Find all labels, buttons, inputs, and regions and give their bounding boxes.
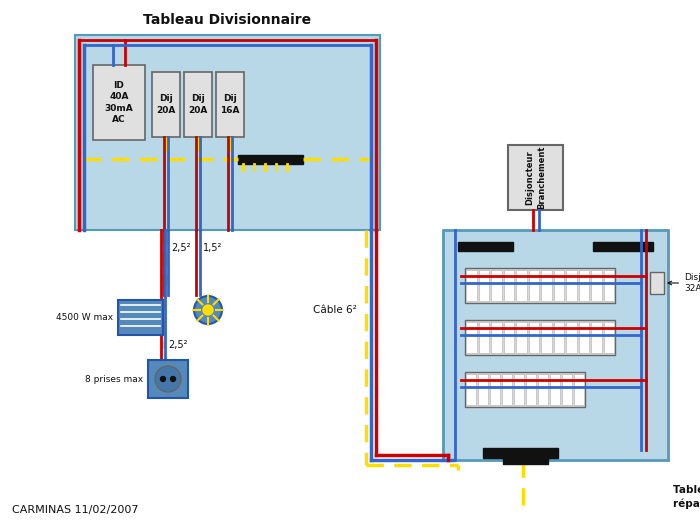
Bar bbox=[591, 270, 601, 301]
Text: CARMINAS 11/02/2007: CARMINAS 11/02/2007 bbox=[12, 505, 139, 515]
Bar bbox=[479, 322, 489, 353]
Bar bbox=[514, 374, 524, 405]
Circle shape bbox=[203, 305, 213, 315]
Bar bbox=[566, 270, 577, 301]
Bar bbox=[118, 300, 163, 335]
Circle shape bbox=[160, 376, 165, 382]
Bar bbox=[593, 242, 653, 251]
Bar bbox=[508, 145, 563, 210]
Bar bbox=[148, 360, 188, 398]
Bar bbox=[466, 270, 477, 301]
Bar bbox=[526, 374, 536, 405]
Bar bbox=[465, 372, 585, 407]
Bar bbox=[541, 322, 552, 353]
Bar bbox=[503, 455, 548, 464]
Text: 2,5²: 2,5² bbox=[168, 340, 188, 350]
Bar bbox=[516, 270, 526, 301]
Text: Câble 6²: Câble 6² bbox=[313, 305, 357, 315]
Bar bbox=[550, 374, 560, 405]
Text: Dij
20A: Dij 20A bbox=[156, 94, 176, 114]
Bar bbox=[650, 272, 664, 294]
Text: Dij
16A: Dij 16A bbox=[220, 94, 239, 114]
Text: 2,5²: 2,5² bbox=[171, 243, 190, 253]
Text: 4500 W max: 4500 W max bbox=[56, 313, 113, 322]
Text: Tableau Divisionnaire: Tableau Divisionnaire bbox=[144, 13, 312, 27]
Bar bbox=[538, 374, 548, 405]
Bar bbox=[478, 374, 488, 405]
Circle shape bbox=[171, 376, 176, 382]
Bar bbox=[574, 374, 584, 405]
Text: Tableau de
répartition principal: Tableau de répartition principal bbox=[673, 485, 700, 509]
Bar bbox=[75, 35, 380, 230]
Bar bbox=[603, 322, 614, 353]
Bar bbox=[466, 374, 476, 405]
Bar bbox=[591, 322, 601, 353]
Circle shape bbox=[194, 296, 222, 324]
Bar bbox=[479, 270, 489, 301]
Circle shape bbox=[155, 366, 181, 392]
Bar bbox=[483, 448, 558, 458]
Bar bbox=[238, 155, 303, 164]
Bar bbox=[503, 322, 514, 353]
Text: ID
40A
30mA
AC: ID 40A 30mA AC bbox=[104, 81, 134, 124]
Bar bbox=[528, 322, 539, 353]
Bar bbox=[528, 270, 539, 301]
Bar bbox=[458, 242, 513, 251]
Bar bbox=[466, 322, 477, 353]
Bar bbox=[490, 374, 500, 405]
Bar bbox=[93, 65, 145, 140]
Text: 1,5²: 1,5² bbox=[203, 243, 223, 253]
Bar bbox=[491, 270, 501, 301]
Bar bbox=[578, 322, 589, 353]
Bar bbox=[503, 270, 514, 301]
Bar bbox=[184, 72, 212, 137]
Text: Disjoncteur
32A: Disjoncteur 32A bbox=[668, 274, 700, 293]
Bar bbox=[152, 72, 180, 137]
Bar bbox=[541, 270, 552, 301]
Bar bbox=[603, 270, 614, 301]
Bar bbox=[465, 268, 615, 303]
Bar bbox=[578, 270, 589, 301]
Bar bbox=[443, 230, 668, 460]
Bar bbox=[216, 72, 244, 137]
Text: Disjoncteur
Branchement: Disjoncteur Branchement bbox=[525, 146, 546, 209]
Text: Dij
20A: Dij 20A bbox=[188, 94, 208, 114]
Bar bbox=[566, 322, 577, 353]
Bar bbox=[562, 374, 572, 405]
Bar bbox=[516, 322, 526, 353]
Bar bbox=[554, 270, 564, 301]
Bar bbox=[491, 322, 501, 353]
Text: 8 prises max: 8 prises max bbox=[85, 374, 143, 383]
Bar bbox=[465, 320, 615, 355]
Bar bbox=[502, 374, 512, 405]
Bar bbox=[554, 322, 564, 353]
